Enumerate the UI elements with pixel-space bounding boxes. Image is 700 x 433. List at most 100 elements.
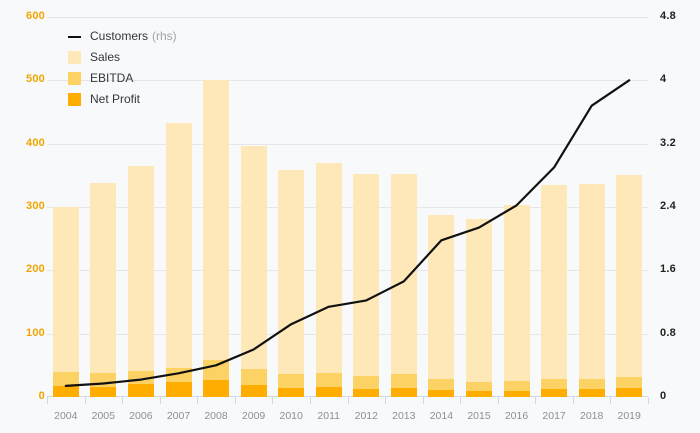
x-axis-tick-mark	[272, 397, 274, 404]
x-axis-tick-label: 2019	[617, 410, 641, 422]
bar-net-profit[interactable]	[466, 391, 492, 397]
x-axis-tick-mark	[535, 397, 537, 404]
left-axis-tick-label: 300	[26, 200, 45, 212]
legend-item-ebitda[interactable]: EBITDA	[68, 68, 177, 88]
bar-net-profit[interactable]	[616, 388, 643, 397]
bar-sales[interactable]	[503, 205, 530, 397]
left-axis-tick-label: 200	[26, 263, 45, 276]
legend-item-sales[interactable]: Sales	[68, 47, 177, 67]
x-axis-tick-mark	[197, 397, 199, 404]
x-axis-tick-mark	[159, 397, 161, 404]
bar-group[interactable]	[616, 17, 643, 397]
legend-item-net-profit[interactable]: Net Profit	[68, 89, 177, 109]
bar-net-profit[interactable]	[353, 389, 380, 397]
x-axis-tick-label: 2011	[317, 410, 340, 422]
left-axis-tick-label: 100	[26, 326, 45, 339]
right-axis-tick-label: 0	[660, 390, 667, 402]
x-axis-tick-mark	[460, 397, 462, 404]
bar-group[interactable]	[541, 17, 568, 397]
bar-sales[interactable]	[353, 174, 380, 397]
x-axis-tick-mark	[422, 397, 424, 404]
x-axis-tick-mark	[122, 397, 124, 404]
x-axis-tick-mark	[385, 397, 387, 404]
right-axis-tick-label: 2.4	[660, 200, 676, 212]
x-axis-tick-mark	[47, 397, 48, 404]
legend-item-label: Net Profit	[90, 92, 141, 106]
chart-legend: Customers (rhs) Sales EBITDA Net Profit	[68, 26, 177, 110]
bar-group[interactable]	[578, 17, 605, 397]
bar-group[interactable]	[240, 17, 267, 397]
x-axis-tick-label: 2005	[91, 410, 115, 422]
right-axis-tick-label: 4.8	[660, 10, 676, 22]
bar-sales[interactable]	[165, 122, 192, 397]
bar-group[interactable]	[466, 17, 492, 397]
x-axis-tick-label: 2015	[467, 410, 491, 422]
bar-group[interactable]	[390, 17, 417, 397]
bar-net-profit[interactable]	[578, 388, 605, 397]
bar-net-profit[interactable]	[52, 386, 79, 397]
x-axis-tick-label: 2010	[279, 410, 303, 422]
bar-group[interactable]	[503, 17, 530, 397]
bar-net-profit[interactable]	[503, 390, 530, 397]
x-axis-tick-label: 2008	[204, 410, 228, 422]
legend-color-swatch-icon	[68, 71, 81, 85]
bar-net-profit[interactable]	[278, 388, 305, 397]
bar-sales[interactable]	[466, 219, 492, 397]
bar-sales[interactable]	[127, 165, 154, 397]
x-axis-tick-label: 2018	[580, 410, 604, 422]
x-axis-tick-label: 2016	[504, 410, 529, 422]
bar-sales[interactable]	[90, 182, 117, 397]
x-axis-tick-mark	[572, 397, 574, 404]
bar-group[interactable]	[278, 17, 305, 397]
legend-item-axis-note: (rhs)	[152, 29, 177, 43]
bar-net-profit[interactable]	[541, 388, 568, 397]
bar-sales[interactable]	[616, 174, 643, 397]
bar-net-profit[interactable]	[203, 379, 229, 397]
left-axis-tick-label: 600	[26, 10, 45, 22]
x-axis-tick-mark	[234, 397, 236, 404]
bar-sales[interactable]	[240, 145, 267, 397]
bar-net-profit[interactable]	[428, 390, 455, 397]
right-axis-tick-label: 0.8	[660, 326, 676, 339]
x-axis-tick-label: 2017	[542, 410, 566, 422]
bar-sales[interactable]	[203, 79, 229, 397]
x-axis-tick-label: 2006	[129, 410, 153, 422]
x-axis-tick-mark	[648, 397, 649, 404]
gridline	[47, 17, 648, 18]
x-axis-tick-label: 2014	[429, 410, 454, 422]
legend-item-label: Customers	[90, 29, 149, 43]
bar-sales[interactable]	[278, 169, 305, 397]
bar-group[interactable]	[203, 17, 229, 397]
bar-sales[interactable]	[541, 184, 568, 397]
legend-item-label: EBITDA	[90, 71, 134, 85]
bar-sales[interactable]	[52, 207, 79, 397]
bar-sales[interactable]	[428, 215, 455, 397]
plot-area	[47, 17, 648, 397]
left-axis-tick-label: 400	[26, 136, 45, 149]
x-axis-tick-mark	[84, 397, 86, 404]
bar-sales[interactable]	[578, 183, 605, 397]
bar-sales[interactable]	[390, 174, 417, 397]
bar-net-profit[interactable]	[390, 388, 417, 397]
x-axis-tick-label: 2007	[166, 410, 191, 422]
left-axis-tick-label: 0	[38, 390, 45, 402]
bar-net-profit[interactable]	[127, 384, 154, 397]
right-axis-tick-label: 3.2	[660, 136, 676, 149]
bar-group[interactable]	[353, 17, 380, 397]
x-axis-tick-mark	[347, 397, 349, 404]
legend-item-customers[interactable]: Customers (rhs)	[68, 26, 177, 46]
x-axis-tick-label: 2012	[354, 410, 378, 422]
legend-color-swatch-icon	[68, 50, 81, 64]
bar-sales[interactable]	[315, 163, 342, 397]
bar-net-profit[interactable]	[165, 382, 192, 397]
right-axis-tick-label: 1.6	[660, 263, 676, 276]
bar-group[interactable]	[428, 17, 455, 397]
bar-net-profit[interactable]	[90, 386, 117, 397]
x-axis-tick-mark	[610, 397, 612, 404]
legend-line-marker-icon	[68, 30, 81, 43]
bar-net-profit[interactable]	[315, 386, 342, 397]
axis-baseline	[47, 396, 648, 397]
bar-net-profit[interactable]	[240, 385, 267, 397]
bar-group[interactable]	[315, 17, 342, 397]
